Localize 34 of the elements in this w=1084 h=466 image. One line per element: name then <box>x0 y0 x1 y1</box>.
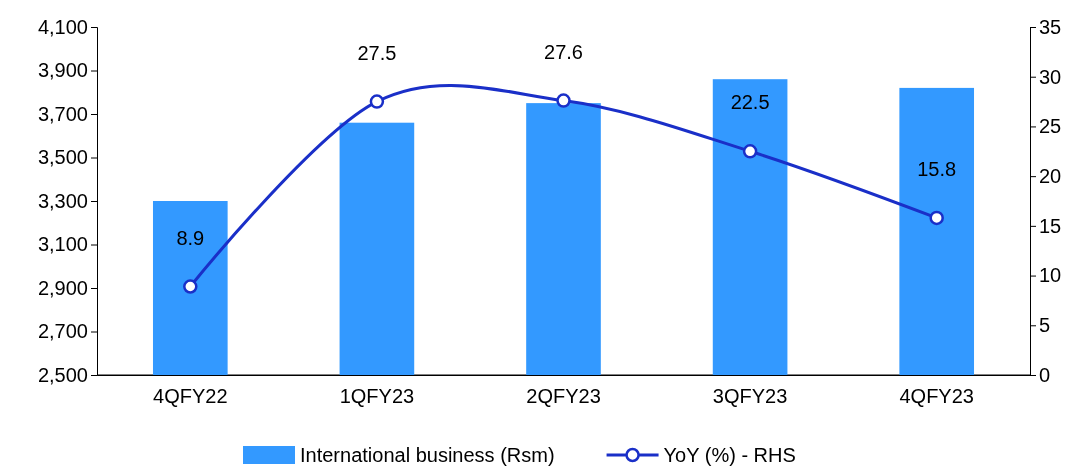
point <box>183 279 198 294</box>
x-tick-label: 1QFY23 <box>339 385 415 408</box>
y2-tick-label: 35 <box>1039 15 1062 38</box>
x-tick-label: 4QFY22 <box>153 385 228 408</box>
y2-tick-label: 0 <box>1039 363 1051 386</box>
y2-tick-label: 5 <box>1039 314 1051 337</box>
point <box>369 94 385 109</box>
x-tick-label: 4QFY23 <box>899 385 974 408</box>
y-tick-label: 3,700 <box>37 102 88 125</box>
data-label: 27.5 <box>357 41 397 64</box>
point <box>742 144 758 159</box>
y-tick-label: 2,900 <box>37 276 88 299</box>
y2-tick-label: 15 <box>1039 214 1062 237</box>
legend-label: International business (Rsm) <box>300 444 555 466</box>
data-label: 27.6 <box>544 40 583 63</box>
point <box>929 210 944 226</box>
x-tick-label: 2QFY23 <box>526 385 601 408</box>
y2-tick-label: 20 <box>1039 165 1062 188</box>
y2-tick-label: 25 <box>1039 115 1062 138</box>
y-tick-label: 3,500 <box>37 146 88 169</box>
y-tick-label: 2,700 <box>37 320 88 343</box>
y-tick-label: 3,100 <box>37 233 88 256</box>
legend-label: YoY (%) - RHS <box>663 444 796 466</box>
data-label: 22.5 <box>730 91 770 114</box>
data-label: 8.9 <box>176 226 205 249</box>
y-tick-label: 2,500 <box>37 363 88 386</box>
y-tick-label: 3,300 <box>37 189 88 212</box>
data-label: 15.8 <box>917 157 957 180</box>
y2-tick-label: 30 <box>1039 65 1062 88</box>
point <box>556 93 571 108</box>
y-tick-label: 4,100 <box>37 15 88 38</box>
y2-tick-label: 10 <box>1039 264 1062 287</box>
x-tick-label: 3QFY23 <box>712 385 788 408</box>
y-tick-label: 3,900 <box>37 59 88 82</box>
